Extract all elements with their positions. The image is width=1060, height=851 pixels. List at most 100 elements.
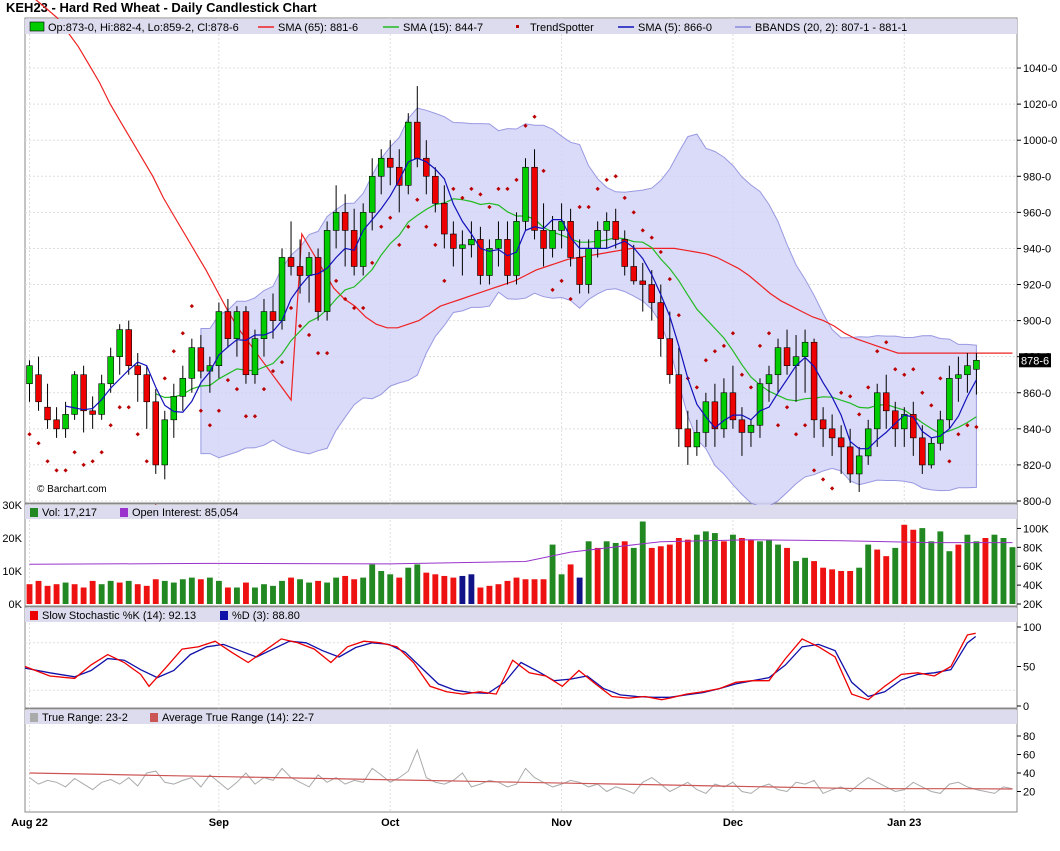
trendspotter-dot xyxy=(505,186,510,192)
candle-body xyxy=(576,257,583,285)
trendspotter-dot xyxy=(920,390,925,395)
volume-bar xyxy=(215,580,222,604)
trendspotter-dot xyxy=(379,224,384,229)
volume-bar xyxy=(396,577,403,604)
trendspotter-dot xyxy=(550,287,555,293)
y-tick-label: 940-0 xyxy=(1023,243,1051,255)
candle-icon xyxy=(29,21,45,32)
sma65-line xyxy=(35,0,1013,402)
volume-bar xyxy=(477,587,484,604)
volume-bar xyxy=(693,534,700,604)
volume-bar xyxy=(98,584,105,604)
volume-bar xyxy=(811,561,818,604)
oi-y-tick: 100K xyxy=(1023,523,1049,535)
price-legend-item: SMA (65): 881-6 xyxy=(278,22,358,34)
x-tick-label: Oct xyxy=(381,817,400,829)
candle-body xyxy=(341,212,349,231)
volume-bar xyxy=(766,539,772,604)
volume-legend-item: Open Interest: 85,054 xyxy=(132,507,238,519)
volume-bar xyxy=(62,582,69,604)
volume-bar xyxy=(540,579,547,604)
trendspotter-dot xyxy=(288,305,294,311)
candle-body xyxy=(423,157,430,177)
chart-title: KEH23 - Hard Red Wheat - Daily Candlesti… xyxy=(6,0,317,15)
candle-body xyxy=(396,166,403,186)
trendspotter-dot xyxy=(343,296,348,302)
candle-body xyxy=(837,437,845,448)
trendspotter-dot xyxy=(766,331,772,336)
trendspotter-dot xyxy=(198,408,203,413)
trendspotter-dot xyxy=(397,242,402,247)
volume-bar xyxy=(558,574,565,604)
volume-bar xyxy=(748,539,754,604)
candle-body xyxy=(937,419,944,444)
candle-body xyxy=(720,392,728,430)
candle-body xyxy=(468,239,475,246)
volume-bar xyxy=(152,579,159,604)
volume-bar xyxy=(288,577,294,604)
candle-body xyxy=(179,378,187,397)
volume-bar xyxy=(432,574,439,604)
dot-icon xyxy=(516,25,519,28)
trendspotter-dot xyxy=(352,305,357,311)
volume-bar xyxy=(197,579,204,604)
volume-bar xyxy=(71,584,78,604)
candle-body xyxy=(314,257,322,312)
volume-bar xyxy=(252,587,258,604)
volume-bar xyxy=(639,521,646,604)
oi-y-tick: 20K xyxy=(1023,599,1043,611)
volume-bar xyxy=(414,564,421,604)
trendspotter-dot xyxy=(234,387,240,392)
volume-bar xyxy=(405,567,412,604)
candle-body xyxy=(387,157,394,168)
trendspotter-dot xyxy=(171,349,176,354)
trendspotter-dot xyxy=(956,432,961,437)
volume-bar xyxy=(594,547,601,604)
price-legend-bar xyxy=(25,19,1017,34)
candle-body xyxy=(260,311,268,339)
volume-bar xyxy=(423,572,430,604)
trendspotter-dot xyxy=(270,368,276,374)
candle-body xyxy=(432,175,439,204)
candle-body xyxy=(648,284,655,303)
candle-body xyxy=(134,365,141,376)
volume-bar xyxy=(784,547,790,604)
volume-bar xyxy=(306,582,313,604)
volume-bar xyxy=(89,580,96,604)
volume-bar xyxy=(883,556,890,604)
trendspotter-dot xyxy=(712,349,718,354)
volume-bar xyxy=(955,544,962,604)
candle-body xyxy=(143,374,150,403)
candle-body xyxy=(756,383,764,426)
trendspotter-dot xyxy=(297,323,303,329)
volume-bar xyxy=(612,542,619,604)
volume-bar xyxy=(369,564,376,604)
candle-body xyxy=(910,414,917,439)
candle-body xyxy=(747,424,755,433)
candle-body xyxy=(359,212,367,267)
candle-body xyxy=(459,244,466,249)
candle-body xyxy=(711,401,719,430)
volume-bar xyxy=(585,541,592,604)
volume-bar xyxy=(729,534,736,604)
candle-body xyxy=(973,359,980,370)
volume-y-tick: 0K xyxy=(9,599,23,611)
candle-body xyxy=(350,230,358,267)
volume-bar xyxy=(973,541,980,604)
sma15-line xyxy=(155,198,977,435)
candle-body xyxy=(495,239,502,249)
candle-body xyxy=(729,392,737,421)
volume-bar xyxy=(125,580,132,604)
trendspotter-dot xyxy=(893,367,898,372)
volume-bar xyxy=(856,567,863,604)
candle-body xyxy=(377,157,385,177)
volume-y-tick: 20K xyxy=(2,533,22,545)
trendspotter-dot xyxy=(541,168,546,173)
volume-bar xyxy=(666,544,673,604)
volume-bar xyxy=(901,524,908,604)
candle-body xyxy=(828,428,836,439)
x-tick-label: Nov xyxy=(551,817,573,829)
stoch-y-tick: 0 xyxy=(1023,701,1029,713)
volume-bar xyxy=(44,585,51,604)
